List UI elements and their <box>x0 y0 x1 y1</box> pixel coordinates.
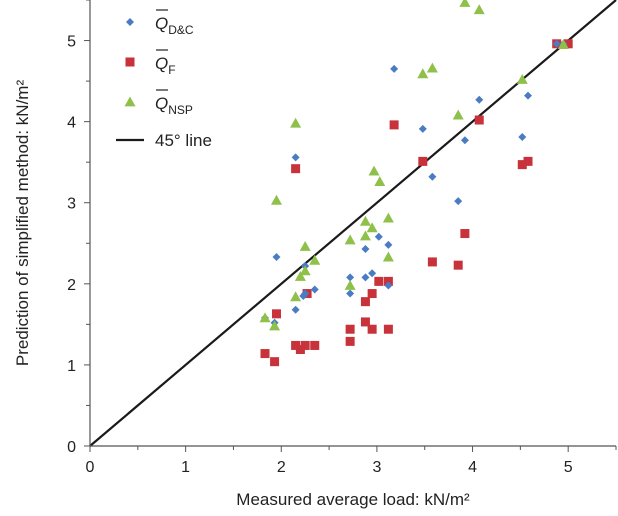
triangle-point <box>374 176 386 187</box>
x-axis-title: Measured average load: kN/m² <box>236 490 470 509</box>
triangle-point <box>557 39 569 49</box>
diamond-point <box>310 285 319 294</box>
diamond-point <box>346 289 355 298</box>
triangle-point <box>516 73 528 84</box>
square-point <box>474 115 484 125</box>
diamond-point <box>454 197 463 206</box>
y-tick-label: 5 <box>67 34 76 51</box>
y-tick-label: 2 <box>67 277 76 294</box>
diamond-point <box>291 305 300 314</box>
axes: 0 1 2 3 4 5 0 1 2 3 4 5 <box>67 0 617 476</box>
triangle-point <box>382 251 394 262</box>
triangle-point <box>359 230 371 241</box>
diamond-point <box>384 240 393 249</box>
square-point <box>460 229 470 239</box>
y-tick-label: 0 <box>67 439 76 456</box>
legend-label: QNSP <box>155 94 193 117</box>
triangle-point <box>459 0 471 7</box>
legend-marker-square <box>125 57 135 67</box>
square-point <box>300 340 310 350</box>
diamond-point <box>552 39 561 48</box>
x-tick-label: 3 <box>372 459 381 476</box>
triangle-point <box>473 4 485 15</box>
square-point <box>345 324 355 334</box>
diamond-point <box>346 273 355 282</box>
legend: QD&C QF QNSP 45° line <box>116 9 212 150</box>
square-point <box>367 289 377 299</box>
square-point <box>383 324 393 334</box>
square-point <box>389 120 399 130</box>
triangle-point <box>366 222 378 233</box>
diamond-point <box>524 91 533 100</box>
diamond-point <box>428 172 437 181</box>
square-point <box>523 156 533 166</box>
diamond-point <box>291 153 300 162</box>
diamond-point <box>475 95 484 104</box>
x-tick-label: 2 <box>277 459 286 476</box>
x-tick-label: 5 <box>564 459 573 476</box>
diamond-point <box>460 136 469 145</box>
reference-line-45 <box>89 0 617 447</box>
square-point <box>271 309 281 319</box>
square-point <box>295 345 305 355</box>
triangle-point <box>309 254 321 265</box>
square-point <box>260 349 270 359</box>
square-point <box>453 260 463 270</box>
triangle-point <box>452 109 464 120</box>
triangle-point <box>299 265 311 276</box>
triangle-point <box>368 165 380 176</box>
square-point <box>360 317 370 327</box>
square-point <box>383 276 393 286</box>
square-point <box>367 324 377 334</box>
triangle-point <box>344 234 356 245</box>
diamond-point <box>361 244 370 253</box>
triangle-point <box>417 68 429 79</box>
triangle-point <box>294 271 306 281</box>
square-point <box>418 156 428 166</box>
diamond-point <box>518 133 527 142</box>
triangle-point <box>269 320 281 331</box>
triangle-point <box>426 62 438 73</box>
legend-marker-triangle <box>124 96 136 107</box>
square-point <box>291 164 301 174</box>
y-axis-title: Prediction of simplified method: kN/m² <box>13 80 32 367</box>
y-tick-label: 1 <box>67 358 76 375</box>
triangle-point <box>259 312 271 323</box>
plot-area <box>89 0 617 447</box>
diamond-point <box>361 273 370 282</box>
legend-label: QD&C <box>155 14 194 37</box>
diamond-point <box>368 269 377 278</box>
triangle-point <box>382 212 394 223</box>
y-tick-label: 3 <box>67 196 76 213</box>
x-tick-label: 4 <box>468 459 477 476</box>
square-point <box>517 160 527 170</box>
legend-marker-diamond <box>126 18 134 26</box>
triangle-point <box>359 215 371 226</box>
triangle-point <box>299 241 311 251</box>
diamond-point <box>418 124 427 133</box>
x-tick-label: 0 <box>86 459 95 476</box>
diamond-point <box>272 253 281 262</box>
triangle-point <box>344 279 356 290</box>
square-point <box>360 297 370 307</box>
triangle-point <box>290 117 302 128</box>
diamond-point <box>390 64 399 73</box>
diamond-point <box>384 281 393 290</box>
square-point <box>374 276 384 286</box>
square-point <box>427 257 437 267</box>
square-point <box>310 340 320 350</box>
x-tick-label: 1 <box>181 459 190 476</box>
square-point <box>270 357 280 367</box>
square-point <box>291 340 301 350</box>
y-tick-label: 4 <box>67 115 76 132</box>
square-point <box>345 336 355 346</box>
legend-label: QF <box>155 54 176 77</box>
triangle-point <box>290 291 302 302</box>
diamond-point <box>374 232 383 241</box>
square-point <box>563 39 573 49</box>
triangle-point <box>270 194 282 205</box>
legend-label-45-line: 45° line <box>155 131 212 150</box>
diamond-point <box>301 289 310 298</box>
